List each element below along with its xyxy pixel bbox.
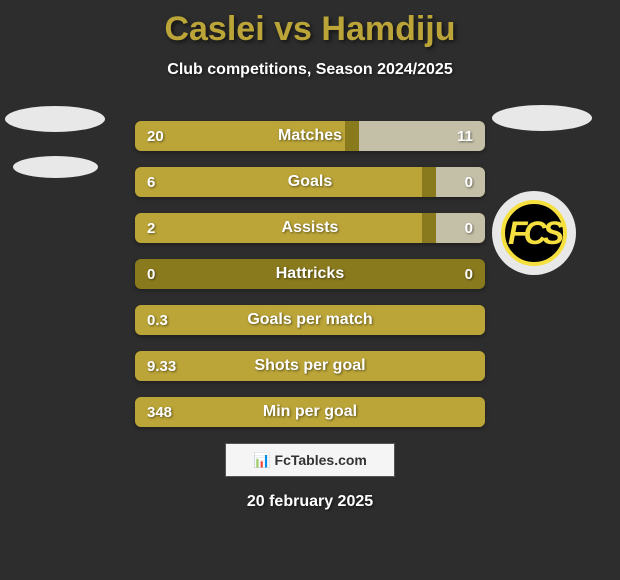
stat-row: 348Min per goal bbox=[135, 397, 485, 427]
bar-label: Hattricks bbox=[135, 265, 485, 283]
stat-row: 9.33Shots per goal bbox=[135, 351, 485, 381]
chart-icon: 📊 bbox=[253, 452, 270, 469]
fctables-label: FcTables.com bbox=[275, 452, 367, 468]
ellipse-icon bbox=[492, 105, 592, 131]
bar-label: Assists bbox=[135, 219, 485, 237]
club-badge: FCS bbox=[492, 191, 576, 275]
left-team-logo bbox=[5, 106, 105, 178]
stat-row: 20Assists bbox=[135, 213, 485, 243]
bar-label: Shots per goal bbox=[135, 357, 485, 375]
stat-row: 0.3Goals per match bbox=[135, 305, 485, 335]
date-text: 20 february 2025 bbox=[0, 493, 620, 511]
stat-bars: 2011Matches 60Goals 20Assists 00Hattricks 0.… bbox=[135, 121, 485, 427]
stat-row: 60Goals bbox=[135, 167, 485, 197]
infographic-container: Caslei vs Hamdiju Club competitions, Sea… bbox=[0, 0, 620, 580]
fctables-watermark: 📊 FcTables.com bbox=[225, 443, 395, 477]
player2-name: Hamdiju bbox=[321, 10, 455, 48]
bar-label: Goals bbox=[135, 173, 485, 191]
stats-area: FCS 2011Matches 60Goals 20Assists 00Hattric… bbox=[0, 121, 620, 511]
ellipse-icon bbox=[13, 156, 98, 178]
subtitle: Club competitions, Season 2024/2025 bbox=[0, 61, 620, 79]
stat-row: 00Hattricks bbox=[135, 259, 485, 289]
stat-row: 2011Matches bbox=[135, 121, 485, 151]
club-badge-text: FCS bbox=[501, 200, 567, 266]
right-team-logo: FCS bbox=[492, 105, 592, 275]
vs-text: vs bbox=[274, 10, 312, 48]
page-title: Caslei vs Hamdiju bbox=[0, 0, 620, 49]
bar-label: Goals per match bbox=[135, 311, 485, 329]
ellipse-icon bbox=[5, 106, 105, 132]
player1-name: Caslei bbox=[164, 10, 264, 48]
bar-label: Matches bbox=[135, 127, 485, 145]
bar-label: Min per goal bbox=[135, 403, 485, 421]
